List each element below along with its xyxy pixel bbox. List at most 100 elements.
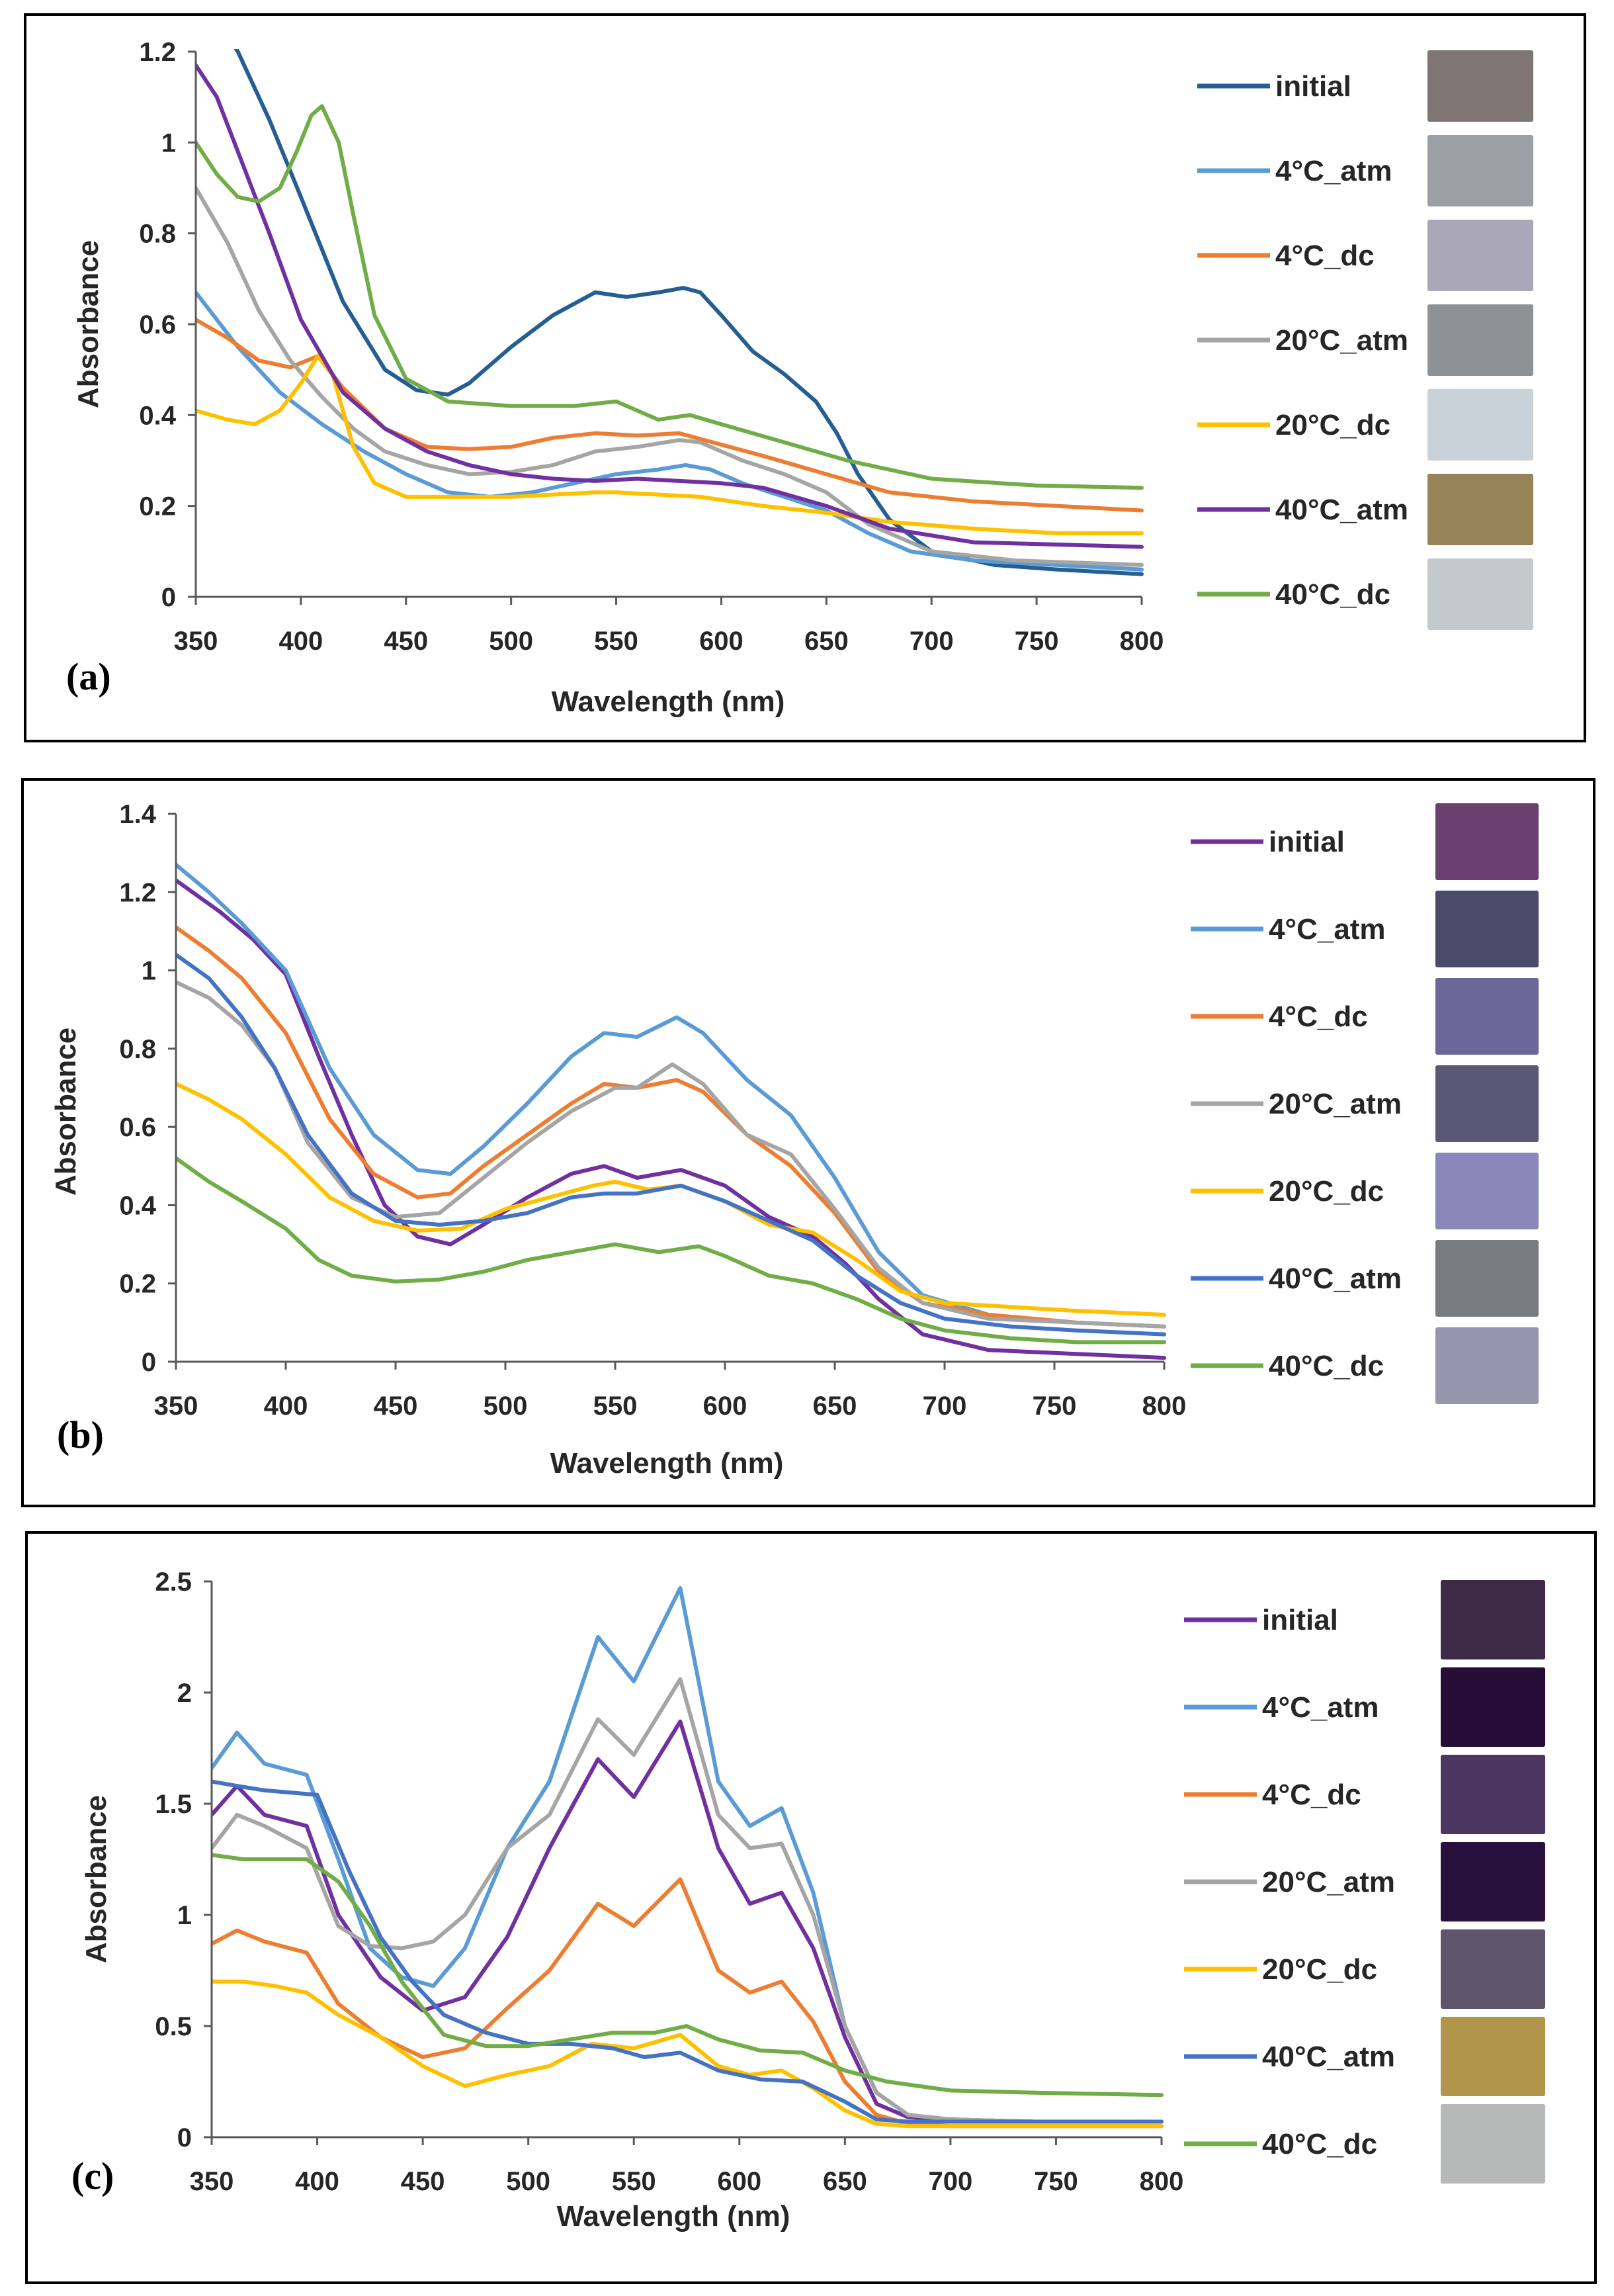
legend-label: initial: [1269, 826, 1345, 858]
x-tick-label: 500: [484, 1391, 528, 1421]
legend-label: 40°C_dc: [1269, 1350, 1384, 1382]
legend-item: 4°C_dc: [1191, 978, 1539, 1055]
x-tick-label: 800: [1120, 627, 1164, 656]
legend-label: 40°C_atm: [1269, 1262, 1402, 1295]
series-line-3: [196, 186, 1144, 567]
x-tick-label: 350: [154, 1391, 198, 1421]
sample-photo-swatch: [1441, 1755, 1545, 1834]
panel-label-c: (c): [71, 2154, 114, 2197]
legend-item: 40°C_dc: [1197, 558, 1533, 630]
x-tick-label: 650: [804, 627, 849, 656]
panel-b: 0 0.2 0.4 0.6 0.8 1 1.2 1.4 350 400 450 500 550 600 65…: [50, 800, 1539, 1479]
legend-label: 20°C_dc: [1269, 1175, 1384, 1208]
sample-photo-swatch: [1441, 1929, 1545, 2009]
legend-item: initial: [1197, 50, 1533, 122]
x-tick-label: 350: [190, 2167, 234, 2196]
legend-item: 40°C_dc: [1184, 2104, 1545, 2184]
legend-label: 40°C_dc: [1262, 2128, 1377, 2160]
y-tick-label: 0.2: [119, 1270, 156, 1299]
y-tick-label: 2.5: [155, 1567, 192, 1597]
legend-item: 20°C_atm: [1184, 1842, 1545, 1921]
sample-photo-swatch: [1435, 1153, 1539, 1229]
y-tick-label: 0.6: [139, 310, 176, 339]
sample-photo-swatch: [1435, 803, 1539, 880]
panel-label-b: (b): [57, 1413, 104, 1456]
series-line-2: [176, 925, 1166, 1329]
y-tick-label: 1: [177, 1901, 192, 1930]
legend-item: 4°C_atm: [1191, 891, 1539, 967]
x-tick-label: 600: [717, 2167, 761, 2196]
x-tick-label: 700: [923, 1391, 967, 1421]
series-line-5: [212, 1779, 1164, 2124]
x-tick-label: 650: [823, 2167, 867, 2196]
x-tick-label: 650: [813, 1391, 857, 1421]
series-line-6: [196, 104, 1144, 490]
series-line-2: [212, 1877, 1164, 2129]
series-line-4: [176, 1082, 1166, 1317]
sample-photo-swatch: [1427, 558, 1533, 630]
legend-item: 40°C_dc: [1191, 1327, 1539, 1404]
legend-item: 20°C_dc: [1184, 1929, 1545, 2009]
legend-label: 40°C_atm: [1275, 494, 1408, 526]
sample-photo-swatch: [1441, 1842, 1545, 1921]
y-tick-label: 2: [177, 1679, 192, 1708]
legend-label: 4°C_atm: [1269, 913, 1386, 946]
legend-label: 20°C_dc: [1275, 409, 1390, 441]
y-tick-label: 1.4: [119, 800, 156, 829]
series-line-0: [234, 49, 1144, 576]
legend-label: 4°C_dc: [1269, 1000, 1368, 1033]
sample-photo-swatch: [1427, 220, 1533, 291]
legend-item: initial: [1184, 1580, 1545, 1659]
y-tick-label: 0.5: [155, 2012, 192, 2041]
series-line-6: [212, 1853, 1164, 2097]
panel-b-frame: [21, 778, 1595, 1507]
sample-photo-swatch: [1427, 389, 1533, 461]
x-tick-label: 450: [401, 2167, 445, 2196]
legend-label: 4°C_atm: [1275, 155, 1392, 187]
legend-item: 4°C_dc: [1184, 1755, 1545, 1834]
sample-photo-swatch: [1435, 1327, 1539, 1404]
x-tick-label: 800: [1140, 2167, 1184, 2196]
y-tick-label: 1.2: [119, 878, 156, 907]
sample-photo-swatch: [1441, 2017, 1545, 2096]
x-tick-label: 750: [1015, 627, 1059, 656]
x-tick-label: 700: [910, 627, 954, 656]
y-tick-label: 0.8: [139, 220, 176, 249]
legend-item: 20°C_dc: [1197, 389, 1533, 461]
x-tick-label: 550: [612, 2167, 656, 2196]
series-line-1: [176, 862, 1166, 1329]
x-tick-label: 500: [506, 2167, 550, 2196]
series-line-2: [196, 318, 1144, 513]
y-tick-label: 0.6: [119, 1113, 156, 1142]
legend-item: 40°C_atm: [1191, 1240, 1539, 1317]
legend-item: 20°C_atm: [1191, 1065, 1539, 1142]
y-axis-title: Absorbance: [50, 1028, 82, 1196]
x-axis-title: Wavelength (nm): [557, 2200, 790, 2232]
legend-label: 40°C_dc: [1275, 578, 1390, 611]
x-tick-label: 800: [1142, 1391, 1187, 1421]
legend-label: 4°C_dc: [1275, 240, 1375, 272]
legend-item: 40°C_atm: [1197, 474, 1533, 545]
series-line-1: [196, 290, 1144, 572]
x-tick-label: 400: [295, 2167, 339, 2196]
legend-label: 4°C_dc: [1262, 1779, 1361, 1811]
legend-item: 4°C_atm: [1197, 135, 1533, 206]
series-line-4: [196, 354, 1144, 535]
y-tick-label: 0.4: [119, 1191, 156, 1220]
legend-label: 4°C_atm: [1262, 1691, 1379, 1724]
legend-label: 20°C_atm: [1262, 1866, 1395, 1898]
x-axis-title: Wavelength (nm): [552, 685, 785, 718]
legend-label: 40°C_atm: [1262, 2041, 1395, 2073]
y-tick-label: 0: [142, 1348, 156, 1377]
series-line-0: [176, 878, 1166, 1360]
legend-label: initial: [1262, 1604, 1338, 1636]
x-tick-label: 750: [1034, 2167, 1078, 2196]
series-line-6: [176, 1156, 1166, 1345]
x-tick-label: 600: [699, 627, 743, 656]
y-tick-label: 0.2: [139, 492, 176, 521]
series-line-4: [212, 1979, 1164, 2129]
sample-photo-swatch: [1427, 304, 1533, 376]
legend-item: 4°C_atm: [1184, 1667, 1545, 1747]
series-line-5: [196, 63, 1144, 549]
